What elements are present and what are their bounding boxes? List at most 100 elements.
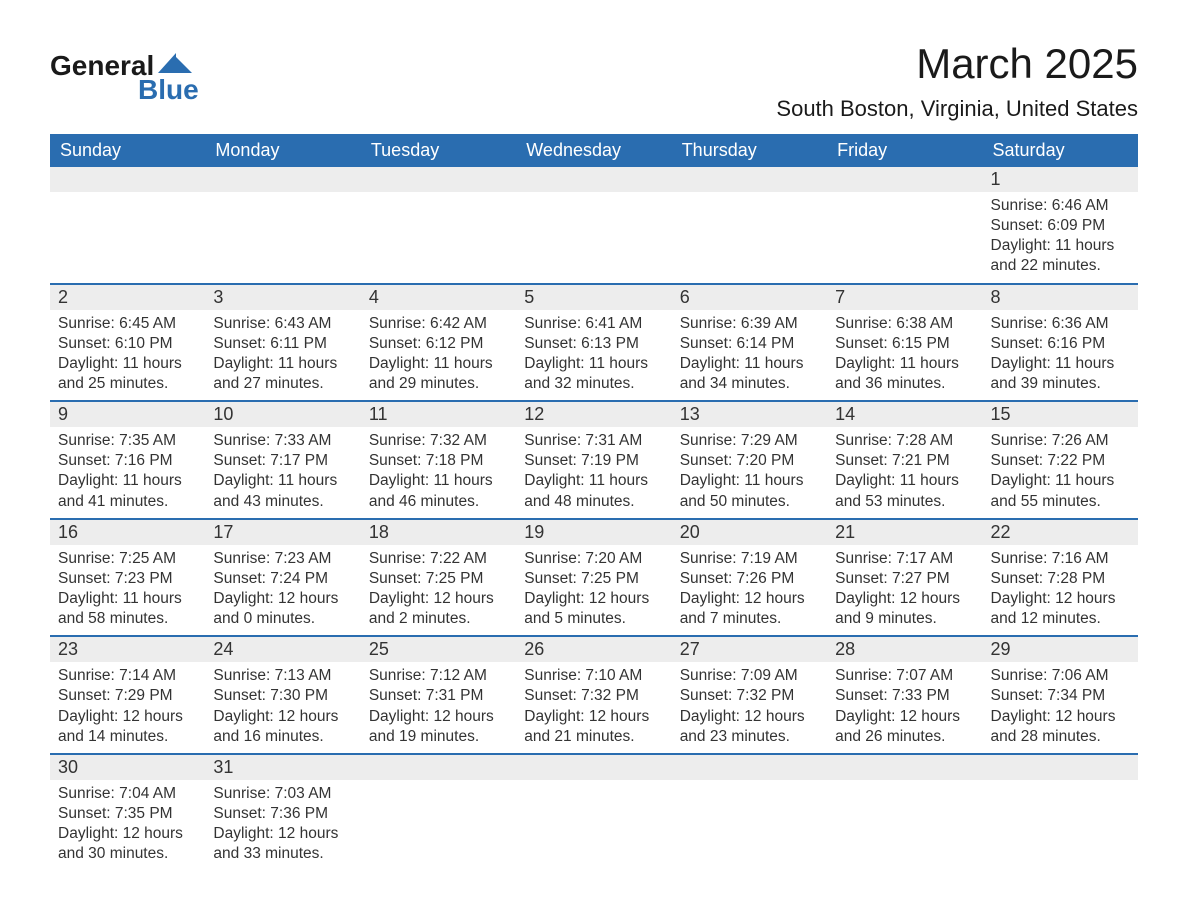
sunrise-line: Sunrise: 7:17 AM xyxy=(835,549,974,569)
calendar-cell: 28Sunrise: 7:07 AMSunset: 7:33 PMDayligh… xyxy=(827,636,982,754)
day-content: Sunrise: 7:20 AMSunset: 7:25 PMDaylight:… xyxy=(516,545,671,636)
day-number xyxy=(205,167,360,192)
calendar-cell xyxy=(672,754,827,871)
daylight-line: Daylight: 12 hours and 28 minutes. xyxy=(991,707,1130,747)
sunrise-line: Sunrise: 7:07 AM xyxy=(835,666,974,686)
day-number: 22 xyxy=(983,520,1138,545)
day-number: 5 xyxy=(516,285,671,310)
calendar-cell: 31Sunrise: 7:03 AMSunset: 7:36 PMDayligh… xyxy=(205,754,360,871)
daylight-line: Daylight: 12 hours and 12 minutes. xyxy=(991,589,1130,629)
daylight-line: Daylight: 12 hours and 33 minutes. xyxy=(213,824,352,864)
calendar-cell: 17Sunrise: 7:23 AMSunset: 7:24 PMDayligh… xyxy=(205,519,360,637)
calendar-table: Sunday Monday Tuesday Wednesday Thursday… xyxy=(50,134,1138,870)
day-number: 2 xyxy=(50,285,205,310)
sunset-line: Sunset: 7:32 PM xyxy=(680,686,819,706)
day-number: 15 xyxy=(983,402,1138,427)
dayname-wed: Wednesday xyxy=(516,134,671,167)
day-number: 23 xyxy=(50,637,205,662)
day-number: 4 xyxy=(361,285,516,310)
calendar-cell: 3Sunrise: 6:43 AMSunset: 6:11 PMDaylight… xyxy=(205,284,360,402)
day-number: 18 xyxy=(361,520,516,545)
day-number: 24 xyxy=(205,637,360,662)
calendar-cell xyxy=(983,754,1138,871)
calendar-cell xyxy=(50,167,205,284)
day-content: Sunrise: 6:45 AMSunset: 6:10 PMDaylight:… xyxy=(50,310,205,401)
day-content: Sunrise: 7:13 AMSunset: 7:30 PMDaylight:… xyxy=(205,662,360,753)
daylight-line: Daylight: 12 hours and 9 minutes. xyxy=(835,589,974,629)
day-content: Sunrise: 7:33 AMSunset: 7:17 PMDaylight:… xyxy=(205,427,360,518)
day-content: Sunrise: 7:29 AMSunset: 7:20 PMDaylight:… xyxy=(672,427,827,518)
sunset-line: Sunset: 7:29 PM xyxy=(58,686,197,706)
day-content: Sunrise: 7:22 AMSunset: 7:25 PMDaylight:… xyxy=(361,545,516,636)
sunset-line: Sunset: 6:16 PM xyxy=(991,334,1130,354)
day-number xyxy=(827,755,982,780)
daylight-line: Daylight: 11 hours and 48 minutes. xyxy=(524,471,663,511)
day-number: 3 xyxy=(205,285,360,310)
day-content: Sunrise: 7:26 AMSunset: 7:22 PMDaylight:… xyxy=(983,427,1138,518)
sunset-line: Sunset: 7:16 PM xyxy=(58,451,197,471)
calendar-cell: 5Sunrise: 6:41 AMSunset: 6:13 PMDaylight… xyxy=(516,284,671,402)
calendar-cell xyxy=(672,167,827,284)
day-number: 31 xyxy=(205,755,360,780)
sunset-line: Sunset: 7:32 PM xyxy=(524,686,663,706)
day-content: Sunrise: 7:09 AMSunset: 7:32 PMDaylight:… xyxy=(672,662,827,753)
sunrise-line: Sunrise: 7:33 AM xyxy=(213,431,352,451)
sunrise-line: Sunrise: 7:23 AM xyxy=(213,549,352,569)
sunset-line: Sunset: 7:25 PM xyxy=(524,569,663,589)
sunset-line: Sunset: 7:17 PM xyxy=(213,451,352,471)
sunrise-line: Sunrise: 7:16 AM xyxy=(991,549,1130,569)
day-number: 27 xyxy=(672,637,827,662)
sunset-line: Sunset: 7:20 PM xyxy=(680,451,819,471)
calendar-week: 9Sunrise: 7:35 AMSunset: 7:16 PMDaylight… xyxy=(50,401,1138,519)
sunrise-line: Sunrise: 6:36 AM xyxy=(991,314,1130,334)
sunrise-line: Sunrise: 6:43 AM xyxy=(213,314,352,334)
sunset-line: Sunset: 7:19 PM xyxy=(524,451,663,471)
calendar-cell: 2Sunrise: 6:45 AMSunset: 6:10 PMDaylight… xyxy=(50,284,205,402)
calendar-cell: 27Sunrise: 7:09 AMSunset: 7:32 PMDayligh… xyxy=(672,636,827,754)
day-content: Sunrise: 6:38 AMSunset: 6:15 PMDaylight:… xyxy=(827,310,982,401)
sunrise-line: Sunrise: 7:22 AM xyxy=(369,549,508,569)
logo-word2: Blue xyxy=(138,74,199,106)
day-number xyxy=(672,167,827,192)
day-number: 7 xyxy=(827,285,982,310)
sunrise-line: Sunrise: 7:13 AM xyxy=(213,666,352,686)
day-number: 20 xyxy=(672,520,827,545)
dayname-fri: Friday xyxy=(827,134,982,167)
page-title: March 2025 xyxy=(776,40,1138,88)
daylight-line: Daylight: 12 hours and 30 minutes. xyxy=(58,824,197,864)
day-content: Sunrise: 6:46 AMSunset: 6:09 PMDaylight:… xyxy=(983,192,1138,283)
day-content: Sunrise: 7:04 AMSunset: 7:35 PMDaylight:… xyxy=(50,780,205,871)
day-content: Sunrise: 7:28 AMSunset: 7:21 PMDaylight:… xyxy=(827,427,982,518)
calendar-cell: 29Sunrise: 7:06 AMSunset: 7:34 PMDayligh… xyxy=(983,636,1138,754)
daylight-line: Daylight: 12 hours and 2 minutes. xyxy=(369,589,508,629)
day-content: Sunrise: 6:41 AMSunset: 6:13 PMDaylight:… xyxy=(516,310,671,401)
day-content: Sunrise: 7:14 AMSunset: 7:29 PMDaylight:… xyxy=(50,662,205,753)
day-content: Sunrise: 7:06 AMSunset: 7:34 PMDaylight:… xyxy=(983,662,1138,753)
daylight-line: Daylight: 11 hours and 58 minutes. xyxy=(58,589,197,629)
calendar-cell xyxy=(827,167,982,284)
day-number: 10 xyxy=(205,402,360,427)
logo: General Blue xyxy=(50,40,199,106)
sunrise-line: Sunrise: 7:28 AM xyxy=(835,431,974,451)
daylight-line: Daylight: 12 hours and 5 minutes. xyxy=(524,589,663,629)
sunrise-line: Sunrise: 6:41 AM xyxy=(524,314,663,334)
day-number: 11 xyxy=(361,402,516,427)
daylight-line: Daylight: 12 hours and 14 minutes. xyxy=(58,707,197,747)
day-number: 29 xyxy=(983,637,1138,662)
daylight-line: Daylight: 11 hours and 36 minutes. xyxy=(835,354,974,394)
day-number: 9 xyxy=(50,402,205,427)
dayname-sat: Saturday xyxy=(983,134,1138,167)
sunset-line: Sunset: 6:10 PM xyxy=(58,334,197,354)
daylight-line: Daylight: 11 hours and 43 minutes. xyxy=(213,471,352,511)
day-content: Sunrise: 7:12 AMSunset: 7:31 PMDaylight:… xyxy=(361,662,516,753)
sunset-line: Sunset: 6:11 PM xyxy=(213,334,352,354)
calendar-cell: 15Sunrise: 7:26 AMSunset: 7:22 PMDayligh… xyxy=(983,401,1138,519)
sunrise-line: Sunrise: 7:14 AM xyxy=(58,666,197,686)
calendar-cell xyxy=(827,754,982,871)
sunset-line: Sunset: 6:14 PM xyxy=(680,334,819,354)
daylight-line: Daylight: 11 hours and 41 minutes. xyxy=(58,471,197,511)
calendar-cell: 26Sunrise: 7:10 AMSunset: 7:32 PMDayligh… xyxy=(516,636,671,754)
day-number xyxy=(516,167,671,192)
sunrise-line: Sunrise: 7:03 AM xyxy=(213,784,352,804)
day-number xyxy=(983,755,1138,780)
